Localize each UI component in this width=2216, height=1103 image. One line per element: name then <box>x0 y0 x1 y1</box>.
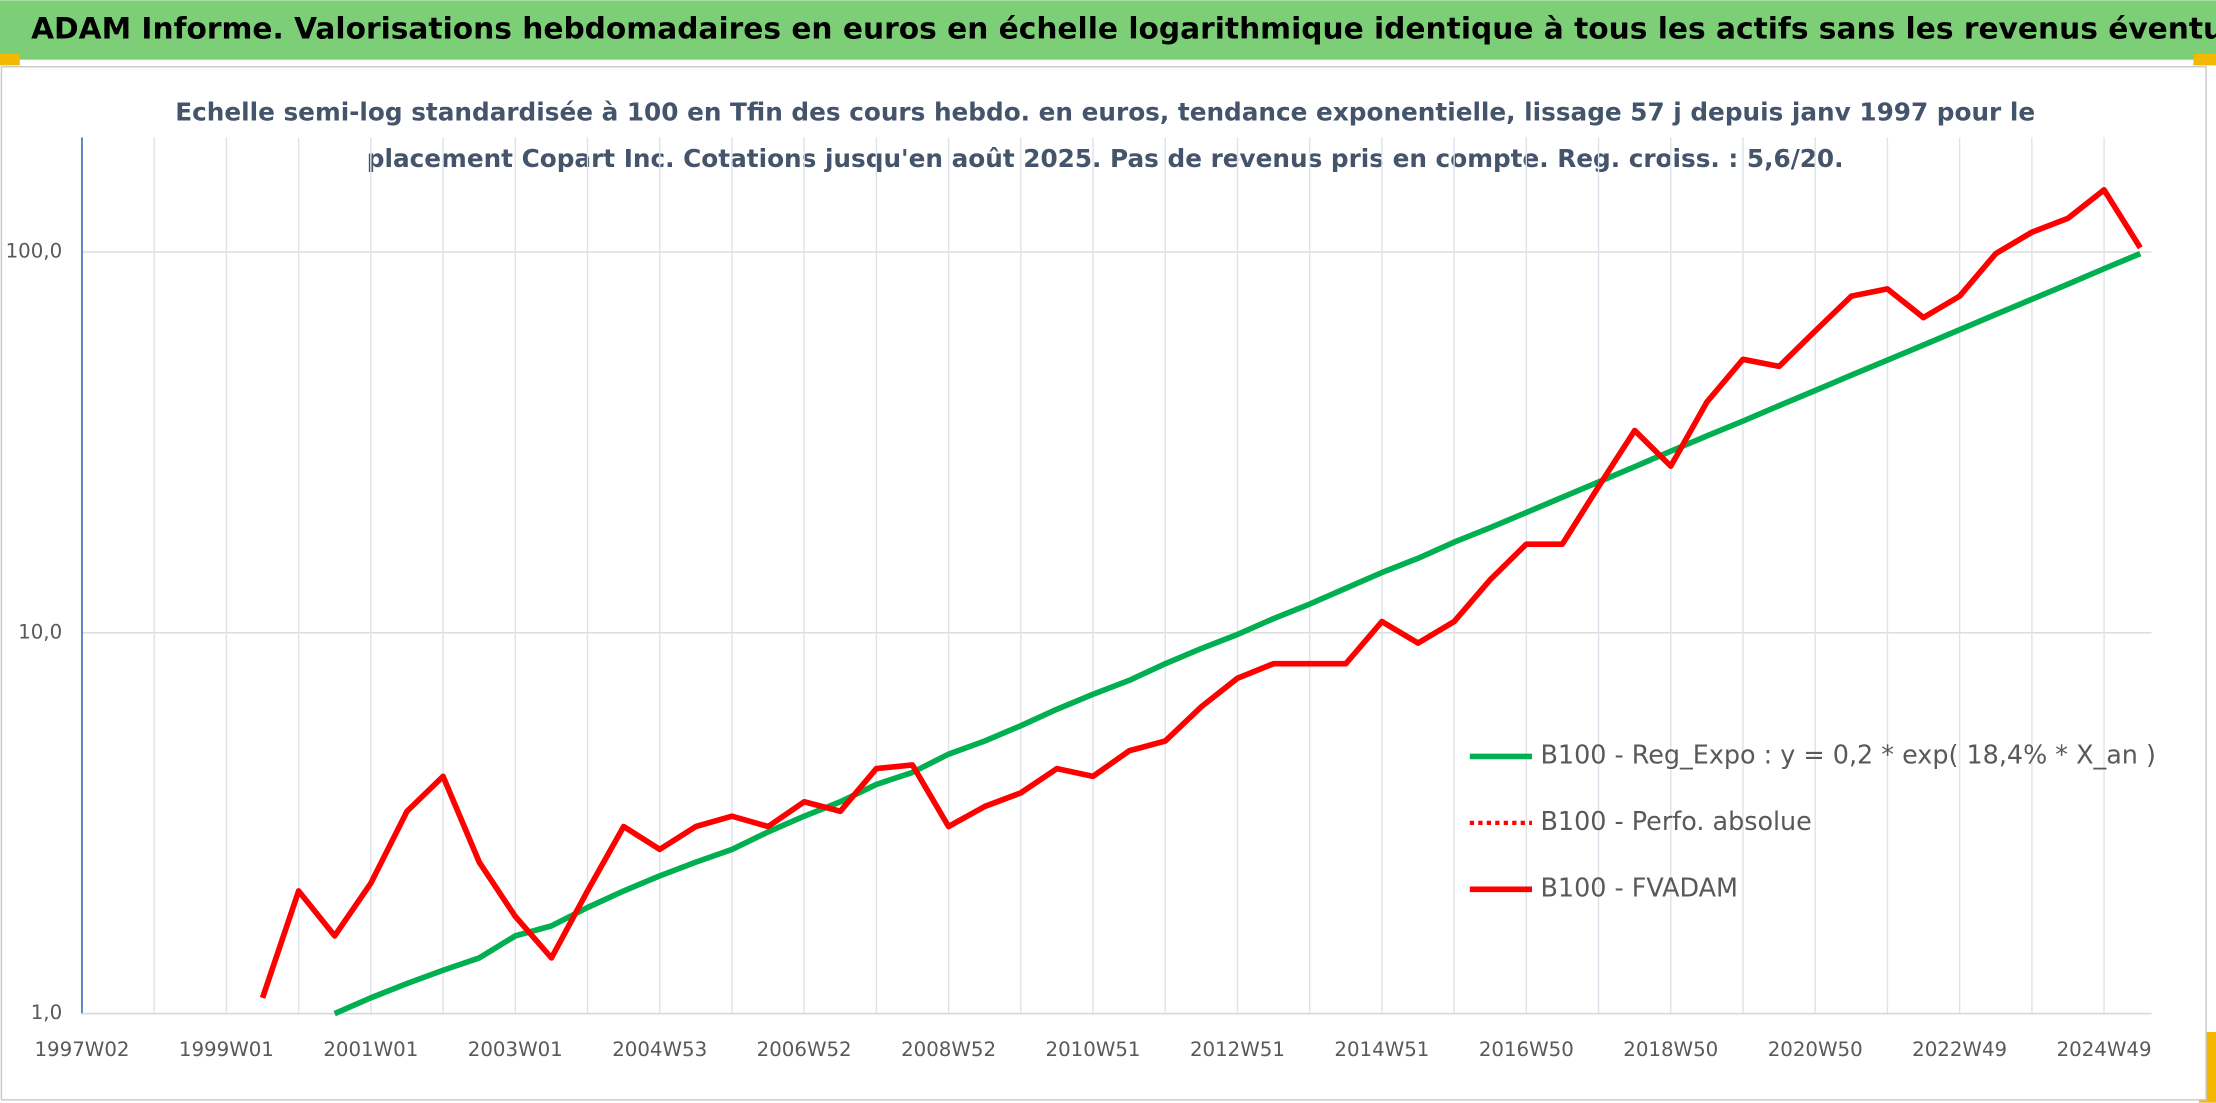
y-tick-label: 1,0 <box>31 1001 62 1024</box>
x-tick-label: 2001W01 <box>323 1038 418 1061</box>
grid: 1,0 10,0 100,0 1997W02 1999W01 2001W01 2003W01… <box>6 137 2152 1061</box>
legend: B100 - Reg_Expo : y = 0,2 * exp( 18,4% *… <box>1469 739 2156 902</box>
x-tick-label: 2018W50 <box>1623 1038 1718 1061</box>
corner-mark <box>2193 54 2216 66</box>
banner-bar <box>0 0 2216 60</box>
legend-label: B100 - Perfo. absolue <box>1540 806 1811 836</box>
chart-subtitle: placement Copart Inc. Cotations jusqu'en… <box>367 144 1844 173</box>
banner-title: ADAM Informe. Valorisations hebdomadaire… <box>31 11 2216 46</box>
x-tick-label: 1999W01 <box>179 1038 274 1061</box>
x-tick-label: 2022W49 <box>1912 1038 2007 1061</box>
x-tick-label: 2020W50 <box>1768 1038 1863 1061</box>
x-tick-label: 2006W52 <box>757 1038 852 1061</box>
chart-frame <box>0 66 2207 1101</box>
x-tick-label: 2008W52 <box>901 1038 996 1061</box>
x-tick-label: 1997W02 <box>34 1038 129 1061</box>
x-tick-label: 2024W49 <box>2057 1038 2152 1061</box>
x-tick-label: 2010W51 <box>1046 1038 1141 1061</box>
legend-label: B100 - Reg_Expo : y = 0,2 * exp( 18,4% *… <box>1540 739 2155 769</box>
x-tick-label: 2014W51 <box>1334 1038 1429 1061</box>
corner-mark <box>0 54 20 66</box>
y-tick-label: 10,0 <box>18 620 62 643</box>
x-tick-label: 2012W51 <box>1190 1038 1285 1061</box>
x-tick-label: 2004W53 <box>612 1038 707 1061</box>
legend-label: B100 - FVADAM <box>1540 872 1738 902</box>
x-tick-label: 2003W01 <box>468 1038 563 1061</box>
y-tick-label: 100,0 <box>6 240 63 263</box>
chart-subtitle: Echelle semi-log standardisée à 100 en T… <box>175 97 2035 126</box>
series-line <box>333 250 2142 1017</box>
series-line <box>259 187 2143 999</box>
plot <box>259 187 2143 1017</box>
x-tick-label: 2016W50 <box>1479 1038 1574 1061</box>
